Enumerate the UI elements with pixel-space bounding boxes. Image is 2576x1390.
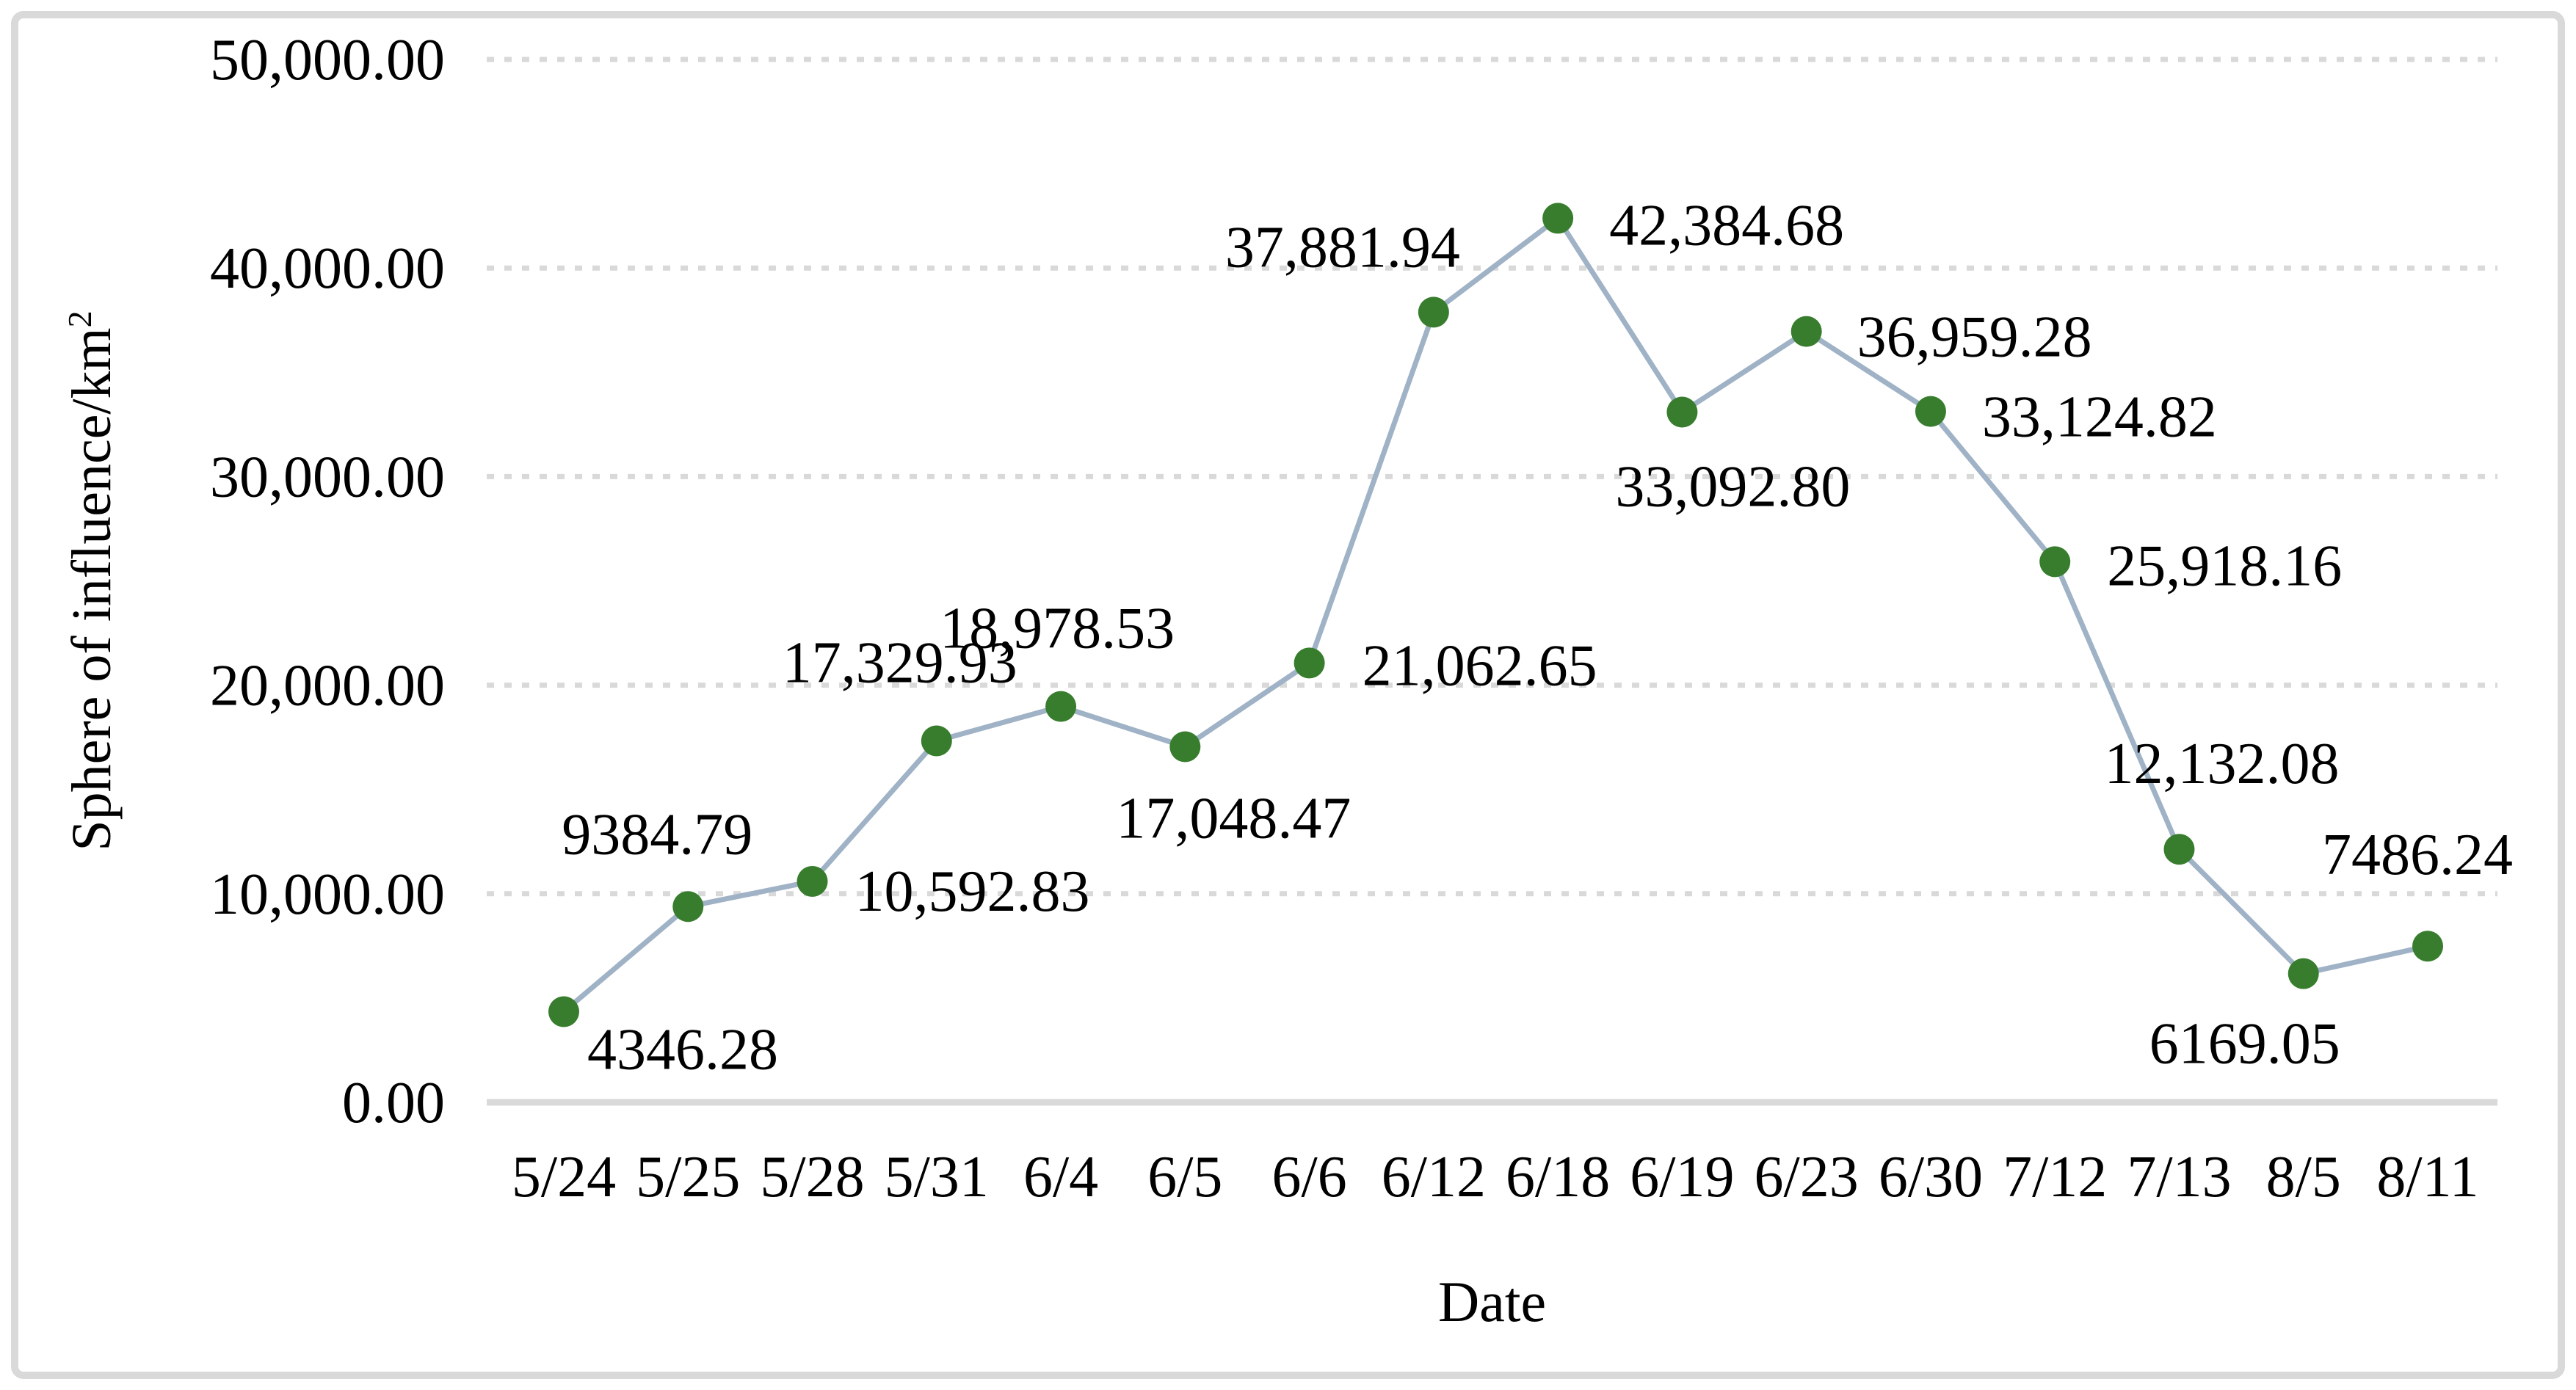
data-point-marker [1666, 396, 1698, 428]
data-point-marker [2412, 931, 2443, 962]
data-label: 33,092.80 [1615, 455, 1850, 520]
x-tick-label: 5/25 [636, 1145, 740, 1209]
x-tick-label: 6/6 [1271, 1145, 1346, 1209]
data-point-marker [2287, 958, 2319, 989]
data-point-marker [1915, 396, 1946, 427]
data-point-marker [2163, 834, 2195, 865]
x-tick-label: 5/31 [885, 1145, 989, 1209]
y-axis-tick-labels: 0.00 10,000.00 20,000.00 30,000.00 40,000.00… [210, 28, 445, 1135]
data-label: 4346.28 [587, 1017, 778, 1082]
data-label: 18,978.53 [940, 597, 1175, 661]
data-point-marker [1169, 731, 1201, 763]
data-point-marker [797, 865, 828, 897]
x-tick-label: 8/5 [2266, 1145, 2341, 1209]
data-label: 6169.05 [2149, 1012, 2340, 1077]
x-tick-label: 6/5 [1147, 1145, 1222, 1209]
data-label: 33,124.82 [1982, 385, 2217, 450]
data-point-marker [1294, 647, 1325, 679]
data-points [548, 203, 2443, 1027]
x-tick-label: 6/12 [1382, 1145, 1486, 1209]
x-axis-tick-labels: 5/24 5/25 5/28 5/31 6/4 6/5 6/6 6/12 6/18 6/19 6/2… [512, 1145, 2479, 1209]
data-point-marker [1790, 316, 1822, 347]
data-label: 17,329.93 [783, 630, 1017, 695]
data-label: 12,132.08 [2104, 732, 2339, 796]
x-axis-title: Date [1438, 1270, 1546, 1333]
x-tick-label: 7/12 [2003, 1145, 2107, 1209]
y-axis-title-superscript: 2 [61, 310, 98, 327]
data-label: 42,384.68 [1609, 193, 1844, 258]
data-point-marker [1418, 296, 1449, 328]
chart-border [11, 11, 2565, 1379]
x-tick-label: 6/19 [1630, 1145, 1734, 1209]
data-point-marker [1045, 691, 1077, 722]
data-point-marker [921, 725, 952, 757]
data-label: 21,062.65 [1363, 633, 1597, 698]
data-label: 9384.79 [562, 802, 752, 867]
x-tick-label: 6/4 [1023, 1145, 1098, 1209]
x-tick-label: 6/30 [1879, 1145, 1983, 1209]
x-tick-label: 6/23 [1755, 1145, 1859, 1209]
y-tick-label: 40,000.00 [210, 236, 445, 301]
data-label: 7486.24 [2322, 823, 2513, 887]
y-tick-label: 10,000.00 [210, 862, 445, 927]
y-tick-label: 20,000.00 [210, 654, 445, 718]
x-tick-label: 5/28 [760, 1145, 864, 1209]
data-point-marker [2039, 546, 2071, 578]
y-tick-label: 30,000.00 [210, 445, 445, 509]
data-label: 36,959.28 [1857, 305, 2092, 370]
x-tick-label: 6/18 [1506, 1145, 1610, 1209]
y-tick-label: 50,000.00 [210, 28, 445, 92]
y-tick-label: 0.00 [342, 1071, 445, 1135]
data-point-marker [1542, 203, 1574, 234]
data-label: 37,881.94 [1225, 215, 1460, 280]
series-line [562, 215, 2428, 1014]
y-axis-title: Sphere of influence/km2 [61, 310, 123, 851]
data-labels: 4346.28 9384.79 10,592.83 17,329.9318,978.5… [562, 193, 2513, 1082]
data-label: 25,918.16 [2107, 534, 2342, 598]
x-tick-label: 7/13 [2127, 1145, 2231, 1209]
data-point-marker [548, 996, 579, 1027]
data-label: 17,048.47 [1116, 786, 1351, 851]
data-label: 10,592.83 [855, 859, 1090, 924]
data-point-marker [672, 891, 704, 923]
gridlines [487, 57, 2497, 897]
x-tick-label: 8/11 [2376, 1145, 2478, 1209]
x-tick-label: 5/24 [512, 1145, 616, 1209]
